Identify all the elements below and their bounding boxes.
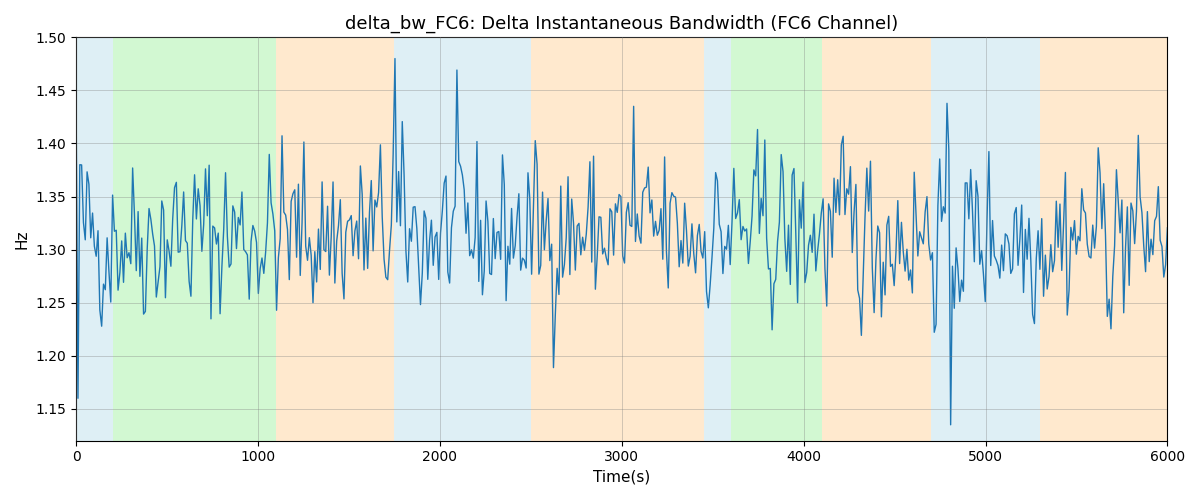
Bar bbox=[731, 38, 822, 440]
Bar bbox=[1040, 38, 1168, 440]
Y-axis label: Hz: Hz bbox=[14, 230, 30, 249]
Bar bbox=[822, 38, 931, 440]
Bar bbox=[395, 38, 530, 440]
Bar bbox=[530, 38, 703, 440]
X-axis label: Time(s): Time(s) bbox=[593, 470, 650, 485]
Title: delta_bw_FC6: Delta Instantaneous Bandwidth (FC6 Channel): delta_bw_FC6: Delta Instantaneous Bandwi… bbox=[346, 15, 899, 34]
Bar bbox=[113, 38, 276, 440]
Bar bbox=[703, 38, 731, 440]
Bar bbox=[276, 38, 395, 440]
Bar bbox=[931, 38, 1040, 440]
Bar bbox=[76, 38, 113, 440]
